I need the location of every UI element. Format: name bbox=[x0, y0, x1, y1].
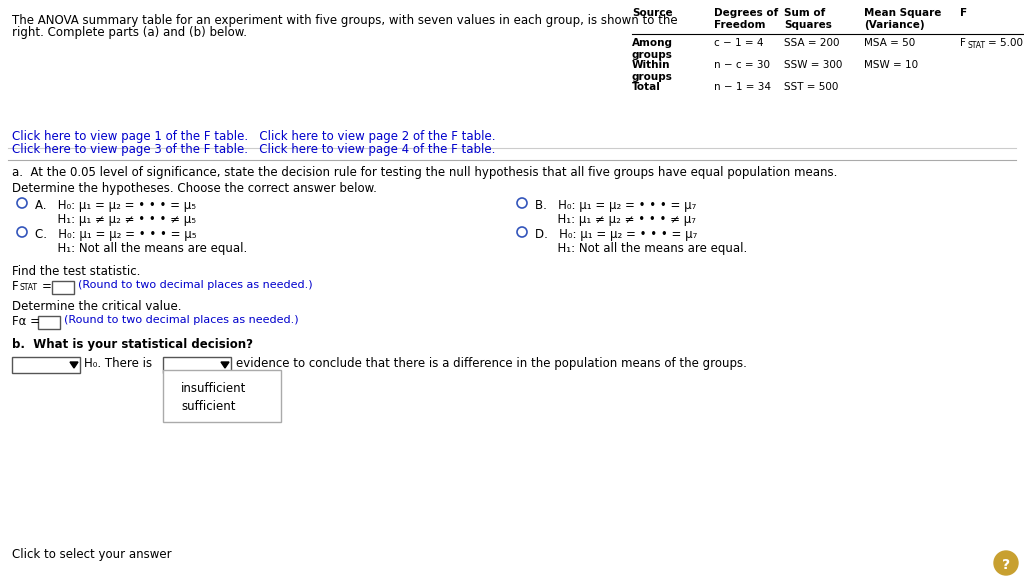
Text: n − c = 30: n − c = 30 bbox=[714, 60, 770, 70]
FancyBboxPatch shape bbox=[163, 370, 281, 422]
Text: SSA = 200: SSA = 200 bbox=[784, 38, 840, 48]
Text: a.  At the 0.05 level of significance, state the decision rule for testing the n: a. At the 0.05 level of significance, st… bbox=[12, 166, 838, 179]
FancyBboxPatch shape bbox=[12, 357, 80, 373]
Text: =: = bbox=[42, 280, 52, 293]
Text: Degrees of
Freedom: Degrees of Freedom bbox=[714, 8, 778, 30]
FancyBboxPatch shape bbox=[38, 316, 60, 329]
Text: Click to select your answer: Click to select your answer bbox=[12, 548, 172, 561]
Circle shape bbox=[994, 551, 1018, 575]
Text: Click here to view page 1 of the F table.   Click here to view page 2 of the F t: Click here to view page 1 of the F table… bbox=[12, 130, 496, 143]
Polygon shape bbox=[70, 362, 78, 368]
Text: insufficient: insufficient bbox=[181, 382, 247, 395]
Text: (Round to two decimal places as needed.): (Round to two decimal places as needed.) bbox=[78, 280, 312, 290]
Text: F: F bbox=[961, 38, 966, 48]
Text: sufficient: sufficient bbox=[181, 400, 236, 413]
Text: (Round to two decimal places as needed.): (Round to two decimal places as needed.) bbox=[63, 315, 299, 325]
Text: STAT: STAT bbox=[968, 41, 986, 50]
Text: Click here to view page 3 of the F table.   Click here to view page 4 of the F t: Click here to view page 3 of the F table… bbox=[12, 143, 496, 156]
Text: STAT: STAT bbox=[20, 283, 38, 292]
Text: H₁: Not all the means are equal.: H₁: Not all the means are equal. bbox=[535, 242, 748, 255]
Text: Within
groups: Within groups bbox=[632, 60, 673, 81]
Text: F: F bbox=[961, 8, 967, 18]
Text: right. Complete parts (a) and (b) below.: right. Complete parts (a) and (b) below. bbox=[12, 26, 247, 39]
Text: Mean Square
(Variance): Mean Square (Variance) bbox=[864, 8, 941, 30]
Text: MSA = 50: MSA = 50 bbox=[864, 38, 915, 48]
Text: c − 1 = 4: c − 1 = 4 bbox=[714, 38, 764, 48]
Text: MSW = 10: MSW = 10 bbox=[864, 60, 919, 70]
Text: Determine the hypotheses. Choose the correct answer below.: Determine the hypotheses. Choose the cor… bbox=[12, 182, 377, 195]
FancyBboxPatch shape bbox=[52, 281, 74, 294]
Text: H₀. There is: H₀. There is bbox=[84, 357, 153, 370]
Text: Find the test statistic.: Find the test statistic. bbox=[12, 265, 140, 278]
Text: H₁: Not all the means are equal.: H₁: Not all the means are equal. bbox=[35, 242, 247, 255]
Text: Among
groups: Among groups bbox=[632, 38, 673, 59]
Text: A.   H₀: μ₁ = μ₂ = • • • = μ₅: A. H₀: μ₁ = μ₂ = • • • = μ₅ bbox=[35, 199, 196, 212]
Text: Source: Source bbox=[632, 8, 673, 18]
Text: n − 1 = 34: n − 1 = 34 bbox=[714, 82, 771, 92]
Text: H₁: μ₁ ≠ μ₂ ≠ • • • ≠ μ₅: H₁: μ₁ ≠ μ₂ ≠ • • • ≠ μ₅ bbox=[35, 213, 196, 226]
Text: SSW = 300: SSW = 300 bbox=[784, 60, 843, 70]
Text: The ANOVA summary table for an experiment with five groups, with seven values in: The ANOVA summary table for an experimen… bbox=[12, 14, 678, 27]
Text: Sum of
Squares: Sum of Squares bbox=[784, 8, 831, 30]
Text: H₁: μ₁ ≠ μ₂ ≠ • • • ≠ μ₇: H₁: μ₁ ≠ μ₂ ≠ • • • ≠ μ₇ bbox=[535, 213, 696, 226]
FancyBboxPatch shape bbox=[163, 357, 231, 373]
Text: evidence to conclude that there is a difference in the population means of the g: evidence to conclude that there is a dif… bbox=[236, 357, 746, 370]
Polygon shape bbox=[221, 362, 229, 368]
Text: ?: ? bbox=[1001, 558, 1010, 572]
Text: b.  What is your statistical decision?: b. What is your statistical decision? bbox=[12, 338, 253, 351]
Text: SST = 500: SST = 500 bbox=[784, 82, 839, 92]
Text: B.   H₀: μ₁ = μ₂ = • • • = μ₇: B. H₀: μ₁ = μ₂ = • • • = μ₇ bbox=[535, 199, 696, 212]
Text: Fα =: Fα = bbox=[12, 315, 40, 328]
Text: = 5.00: = 5.00 bbox=[988, 38, 1023, 48]
Text: C.   H₀: μ₁ = μ₂ = • • • = μ₅: C. H₀: μ₁ = μ₂ = • • • = μ₅ bbox=[35, 228, 197, 241]
Text: D.   H₀: μ₁ = μ₂ = • • • = μ₇: D. H₀: μ₁ = μ₂ = • • • = μ₇ bbox=[535, 228, 697, 241]
Text: Determine the critical value.: Determine the critical value. bbox=[12, 300, 181, 313]
Text: Total: Total bbox=[632, 82, 660, 92]
Text: F: F bbox=[12, 280, 18, 293]
